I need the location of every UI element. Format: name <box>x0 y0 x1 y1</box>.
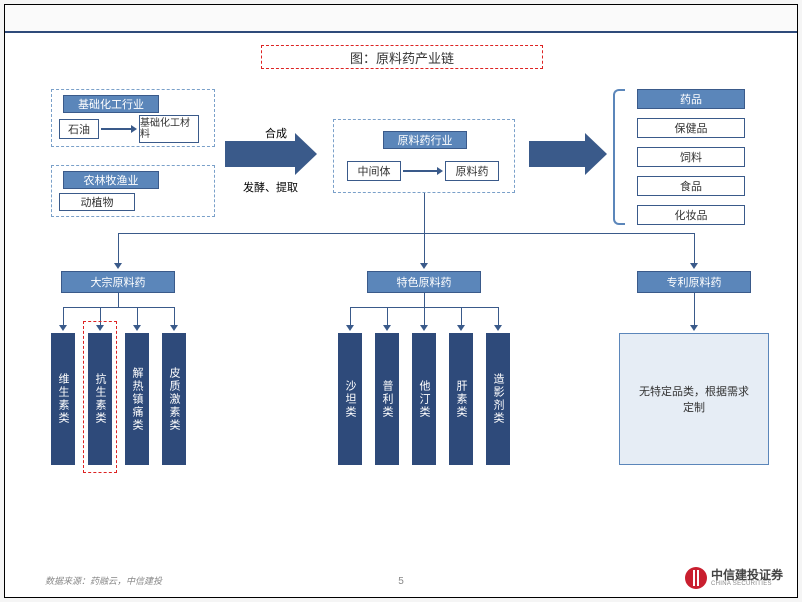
c0-d0 <box>63 307 64 325</box>
bracket <box>613 89 625 225</box>
diagram-title: 图：原料药产业链 <box>261 45 543 69</box>
group-header-api: 原料药行业 <box>383 131 467 149</box>
right-header: 药品 <box>637 89 745 109</box>
c1-trunk <box>424 293 425 307</box>
c0-beam <box>63 307 174 308</box>
cat-hdr-1: 特色原料药 <box>367 271 481 293</box>
c1-t0 <box>346 325 354 331</box>
bigbox-c2: 无特定品类，根据需求定制 <box>619 333 769 465</box>
highlight-c0-1 <box>83 321 117 473</box>
arrow-line-1 <box>101 128 131 130</box>
arrow-head-2 <box>437 167 443 175</box>
tree-drop-3 <box>694 233 695 263</box>
vbar-c0-0: 维生素类 <box>51 333 75 465</box>
tree-tri-3 <box>690 263 698 269</box>
c1-d0 <box>350 307 351 325</box>
right-item-0: 保健品 <box>637 118 745 138</box>
right-item-2: 食品 <box>637 176 745 196</box>
vbar-c0-2: 解热镇痛类 <box>125 333 149 465</box>
vbar-c1-4: 造影剂类 <box>486 333 510 465</box>
c0-t3 <box>170 325 178 331</box>
tree-tri-1 <box>114 263 122 269</box>
top-bar <box>5 5 797 33</box>
footer-page: 5 <box>398 576 404 587</box>
group-header-agri: 农林牧渔业 <box>63 171 159 189</box>
box-chemical-material: 基础化工材料 <box>139 115 199 143</box>
c1-t2 <box>420 325 428 331</box>
box-animal-plant: 动植物 <box>59 193 135 211</box>
tree-drop-2 <box>424 233 425 263</box>
vbar-c1-0: 沙坦类 <box>338 333 362 465</box>
c0-t0 <box>59 325 67 331</box>
c1-d1 <box>387 307 388 325</box>
c1-d3 <box>461 307 462 325</box>
cat-hdr-2: 专利原料药 <box>637 271 751 293</box>
vbar-c0-3: 皮质激素类 <box>162 333 186 465</box>
c0-trunk <box>118 293 119 307</box>
c2-trunk <box>694 293 695 325</box>
group-header-chemical: 基础化工行业 <box>63 95 159 113</box>
vbar-c1-1: 普利类 <box>375 333 399 465</box>
slide: 图：原料药产业链 基础化工行业 石油 基础化工材料 农林牧渔业 动植物 合成 发… <box>4 4 798 598</box>
tree-drop-1 <box>118 233 119 263</box>
cat-hdr-0: 大宗原料药 <box>61 271 175 293</box>
label-process-bottom: 发酵、提取 <box>243 179 298 195</box>
box-api: 原料药 <box>445 161 499 181</box>
tree-trunk <box>424 193 425 233</box>
box-intermediate: 中间体 <box>347 161 401 181</box>
footer-source: 数据来源：药融云，中信建投 <box>45 574 162 587</box>
c0-d2 <box>137 307 138 325</box>
logo: 中信建投证券 CHINA SECURITIES <box>685 567 783 589</box>
c1-d2 <box>424 307 425 325</box>
c0-t2 <box>133 325 141 331</box>
c0-d3 <box>174 307 175 325</box>
c1-t4 <box>494 325 502 331</box>
right-item-1: 饲料 <box>637 147 745 167</box>
c1-d4 <box>498 307 499 325</box>
vbar-c1-2: 他汀类 <box>412 333 436 465</box>
arrow-line-2 <box>403 170 437 172</box>
c1-t3 <box>457 325 465 331</box>
box-petroleum: 石油 <box>59 119 99 139</box>
c1-t1 <box>383 325 391 331</box>
right-item-3: 化妆品 <box>637 205 745 225</box>
label-process-top: 合成 <box>265 125 287 141</box>
vbar-c1-3: 肝素类 <box>449 333 473 465</box>
arrow-head-1 <box>131 125 137 133</box>
logo-text: 中信建投证券 <box>711 569 783 581</box>
tree-tri-2 <box>420 263 428 269</box>
c2-tri <box>690 325 698 331</box>
logo-icon <box>685 567 707 589</box>
tree-beam <box>118 233 695 234</box>
